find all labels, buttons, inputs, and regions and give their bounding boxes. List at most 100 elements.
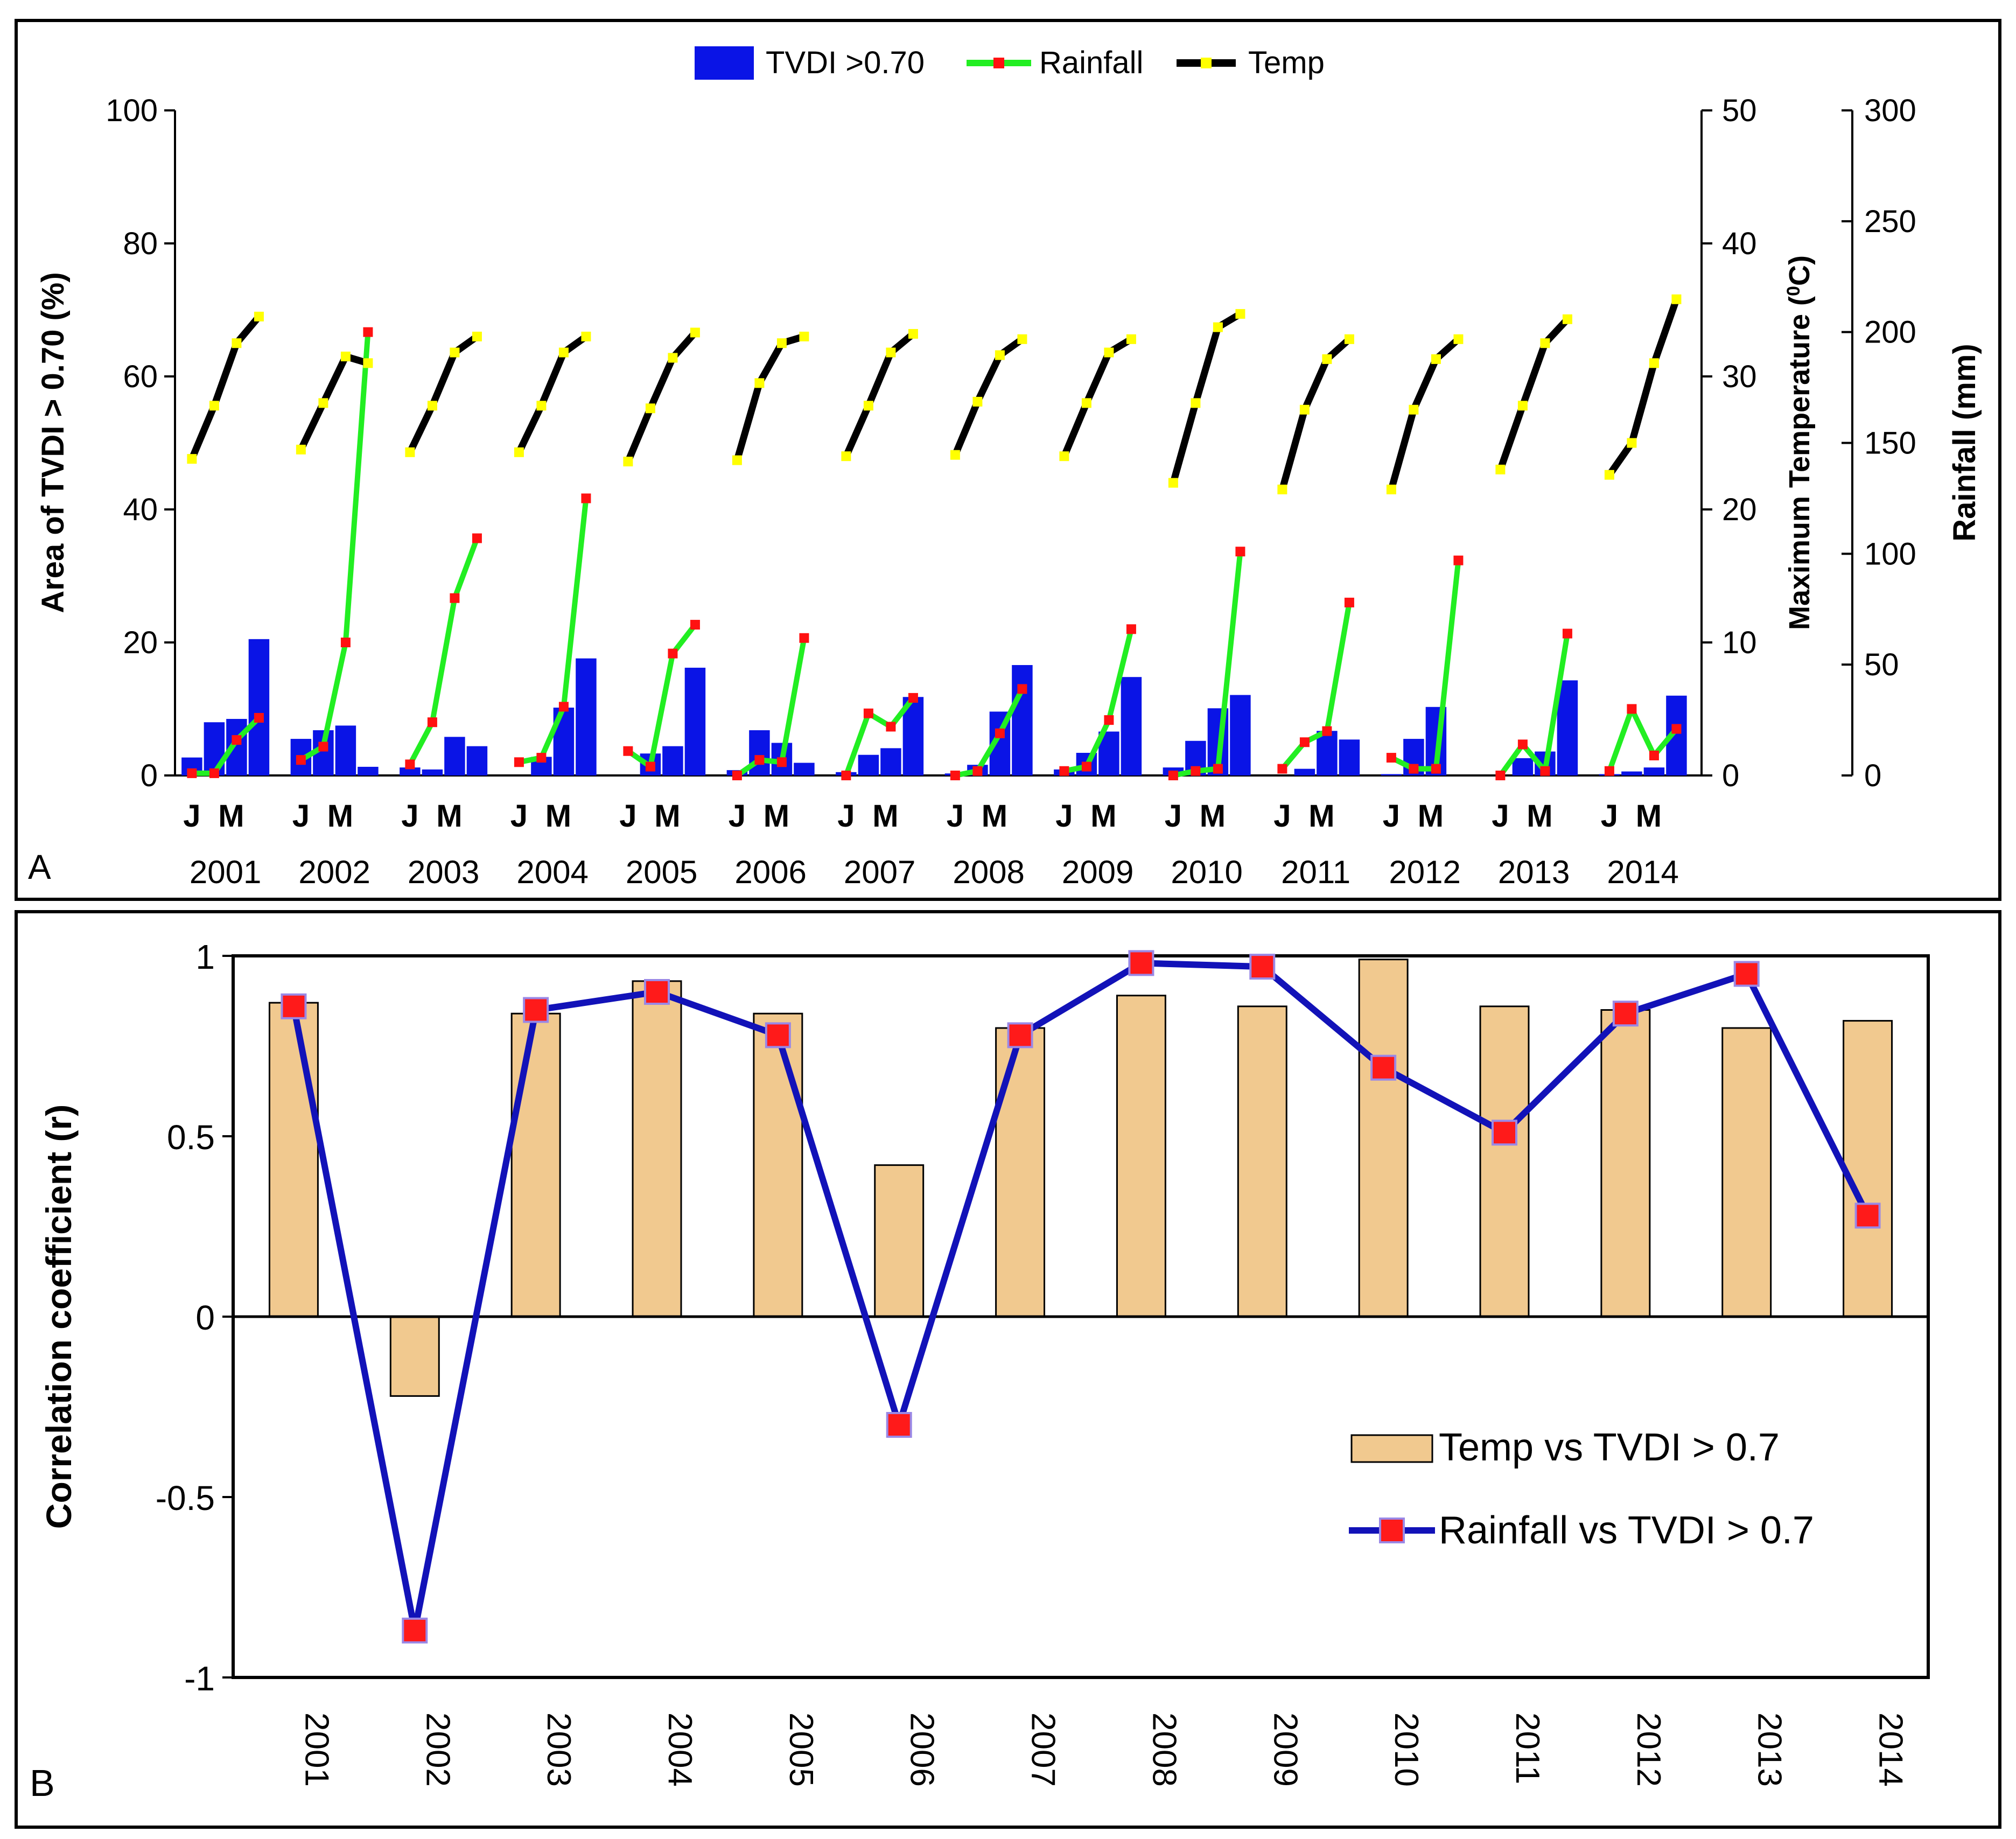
rainfall-point xyxy=(1671,724,1682,734)
rainfall-line xyxy=(1063,628,1134,774)
tvdi-bar xyxy=(684,667,706,775)
rainfall-point xyxy=(187,768,197,778)
year-label: 2014 xyxy=(1607,854,1678,890)
rainfall-line xyxy=(843,696,915,777)
temp-point xyxy=(1344,334,1354,344)
year-label: 2013 xyxy=(1498,854,1570,890)
y-axis-label-rainfall: Rainfall (mm) xyxy=(1947,344,1982,541)
month-label-j: J xyxy=(1601,799,1618,834)
tvdi-bar xyxy=(1643,767,1665,775)
month-label-m: M xyxy=(982,799,1007,834)
y-axis-label-temp: Maximum Temperature (0C) xyxy=(1783,255,1816,630)
temp-point xyxy=(754,378,765,388)
month-label-j: J xyxy=(947,799,964,834)
rainfall-point xyxy=(472,533,482,543)
legend-temp-corr-label: Temp vs TVDI > 0.7 xyxy=(1439,1426,1780,1469)
tick-label-corr: -1 xyxy=(184,1659,215,1698)
temp-point xyxy=(776,338,787,348)
y-axis-label-corr: Correlation coefficient (r) xyxy=(39,1104,79,1529)
rain-corr-point xyxy=(886,1412,912,1438)
tick-label-rain: 100 xyxy=(1864,536,1916,571)
tick-label-rain: 50 xyxy=(1864,647,1899,682)
rainfall-point xyxy=(972,766,983,776)
temp-line xyxy=(298,353,369,451)
month-label-m: M xyxy=(764,799,789,834)
rainfall-line xyxy=(954,688,1025,778)
rainfall-point xyxy=(1627,704,1637,714)
temp-corr-bar xyxy=(1479,1005,1530,1318)
temp-point xyxy=(1059,451,1069,462)
rain-corr-point xyxy=(402,1617,428,1644)
temp-point xyxy=(296,444,306,454)
rainfall-line xyxy=(192,716,261,776)
temp-point xyxy=(1081,398,1091,408)
rainfall-point xyxy=(318,742,328,752)
rainfall-line xyxy=(1390,560,1461,772)
rainfall-point xyxy=(1059,766,1069,776)
tick-label-rain: 300 xyxy=(1864,93,1916,128)
month-label-j: J xyxy=(837,799,855,834)
rainfall-point xyxy=(296,755,306,765)
panel-a-label: A xyxy=(28,848,51,886)
temp-point xyxy=(1322,354,1332,364)
tick-label-left: 0 xyxy=(141,758,158,793)
temp-point xyxy=(1562,314,1572,324)
rain-corr-point xyxy=(281,993,307,1019)
temp-point xyxy=(187,454,197,464)
rainfall-point xyxy=(645,761,655,772)
rainfall-point xyxy=(1322,726,1332,736)
month-label-m: M xyxy=(1418,799,1444,834)
y-axis-label-tvdi: Area of TVDI > 0.70 (%) xyxy=(36,272,71,613)
temp-corr-bar xyxy=(995,1027,1046,1318)
month-label-m: M xyxy=(1527,799,1552,834)
month-label-m: M xyxy=(1200,799,1226,834)
rain-corr-line xyxy=(281,950,1881,1644)
rainfall-point xyxy=(1431,764,1441,774)
year-label: 2006 xyxy=(734,854,806,890)
temp-corr-bar xyxy=(1358,959,1409,1318)
rainfall-point xyxy=(1168,771,1178,780)
year-label: 2005 xyxy=(626,854,697,890)
temp-point xyxy=(232,338,242,348)
x-label-year: 2009 xyxy=(1266,1712,1304,1787)
tick-label-left: 20 xyxy=(123,625,158,660)
temp-point xyxy=(1277,484,1287,494)
rainfall-line xyxy=(407,537,480,766)
rain-corr-point xyxy=(1128,950,1154,976)
tick-label-temp: 40 xyxy=(1722,226,1757,261)
rainfall-point xyxy=(1126,624,1136,634)
temp-point xyxy=(645,403,655,414)
legend-temp-label: Temp xyxy=(1248,45,1325,80)
panel-a-ticks: 0 20 40 60 80 100 0 10 20 30 40 50 0 50 100 150 200 250 30… xyxy=(106,93,1916,793)
tvdi-bar xyxy=(880,748,901,775)
tvdi-bar xyxy=(335,725,356,775)
tick-label-rain: 150 xyxy=(1864,426,1916,461)
rainfall-point xyxy=(209,768,219,778)
tick-label-left: 60 xyxy=(123,359,158,394)
tick-label-corr: 0.5 xyxy=(167,1118,215,1157)
x-label-year: 2011 xyxy=(1509,1712,1546,1784)
x-label-year: 2005 xyxy=(782,1712,820,1787)
x-label-year: 2007 xyxy=(1025,1712,1062,1787)
legend-rain-corr-label: Rainfall vs TVDI > 0.7 xyxy=(1439,1509,1814,1552)
rainfall-line xyxy=(626,623,697,770)
temp-point xyxy=(1126,334,1136,344)
rain-corr-point xyxy=(644,979,670,1005)
rainfall-point xyxy=(623,746,633,756)
temp-line xyxy=(188,314,262,460)
month-label-j: J xyxy=(292,799,310,834)
temp-point xyxy=(1495,464,1506,474)
rainfall-point xyxy=(254,712,264,723)
month-label-j: J xyxy=(1273,799,1291,834)
rainfall-line xyxy=(1498,633,1570,777)
temp-corr-bar xyxy=(1237,1005,1287,1318)
rain-corr-point xyxy=(1007,1022,1033,1048)
panel-b-frame xyxy=(15,910,2001,1829)
temp-point xyxy=(799,331,809,341)
temp-line xyxy=(1606,298,1680,477)
temp-point xyxy=(1409,404,1419,415)
temp-corr-bar xyxy=(1600,1009,1651,1318)
temp-point xyxy=(1671,294,1682,304)
